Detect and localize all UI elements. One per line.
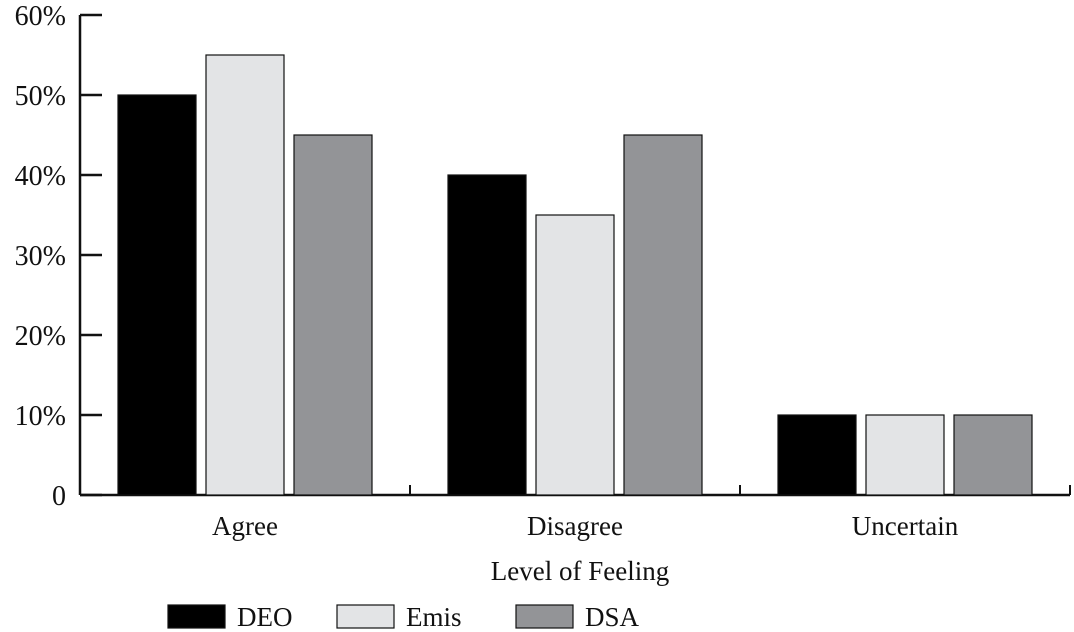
y-tick-label: 30% [15,241,66,272]
x-tick-label: Agree [212,511,278,541]
x-tick-label: Disagree [527,511,623,541]
y-tick-label: 0 [52,481,66,512]
bars [117,54,1033,496]
legend: DEO Emis DSA [167,602,640,632]
bar-dsa-uncertain [953,414,1033,496]
legend-label: DSA [585,602,640,632]
y-tick-label: 40% [15,161,66,192]
legend-label: DEO [237,602,293,632]
x-tick-label: Uncertain [852,511,959,541]
bar-emis-uncertain [865,414,945,496]
bar-emis-disagree [535,214,615,496]
bar-deo-agree [117,94,197,496]
y-tick-label: 60% [15,1,66,32]
legend-swatch [515,604,574,629]
x-axis-title: Level of Feeling [491,556,669,586]
y-tick-label: 10% [15,401,66,432]
bar-emis-agree [205,54,285,496]
legend-swatch [167,604,226,629]
y-tick-label: 50% [15,81,66,112]
y-axis: 0 10% 20% 30% 40% 50% 60% [15,1,102,512]
legend-swatch [336,604,395,629]
legend-label: Emis [406,602,462,632]
bar-deo-disagree [447,174,527,496]
bar-deo-uncertain [777,414,857,496]
bar-dsa-disagree [623,134,703,496]
y-tick-label: 20% [15,321,66,352]
bar-dsa-agree [293,134,373,496]
